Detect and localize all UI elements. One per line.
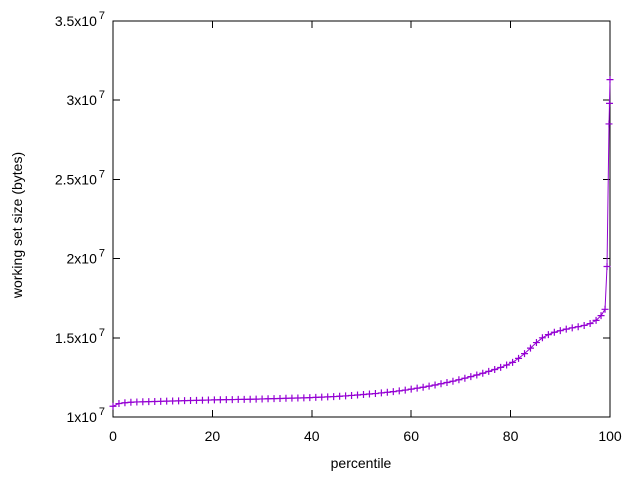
x-tick-label: 100 (598, 428, 622, 444)
series-line (112, 79, 611, 407)
y-tick-label: 3x10 7 (67, 89, 105, 108)
x-tick-label: 20 (205, 428, 221, 444)
y-tick-label: 1.5x10 7 (55, 327, 105, 346)
y-tick-label: 1x10 7 (67, 406, 105, 425)
y-axis-title: working set size (bytes) (9, 152, 25, 299)
axes-layer: 0 20 40 60 80 100 1x10 7 1.5x10 7 2x10 7 2.5x10 7 3x10… (55, 10, 622, 444)
x-tick-label: 0 (109, 428, 117, 444)
plot-border (112, 20, 611, 418)
y-tick-label: 2.5x10 7 (55, 168, 105, 187)
x-tick-label: 80 (503, 428, 519, 444)
x-tick-label: 60 (403, 428, 419, 444)
series-markers (109, 76, 614, 410)
series-layer (109, 76, 614, 410)
x-axis-title: percentile (331, 455, 392, 471)
y-tick-label: 3.5x10 7 (55, 10, 105, 29)
x-tick-label: 40 (304, 428, 320, 444)
y-tick-label: 2x10 7 (67, 248, 105, 267)
